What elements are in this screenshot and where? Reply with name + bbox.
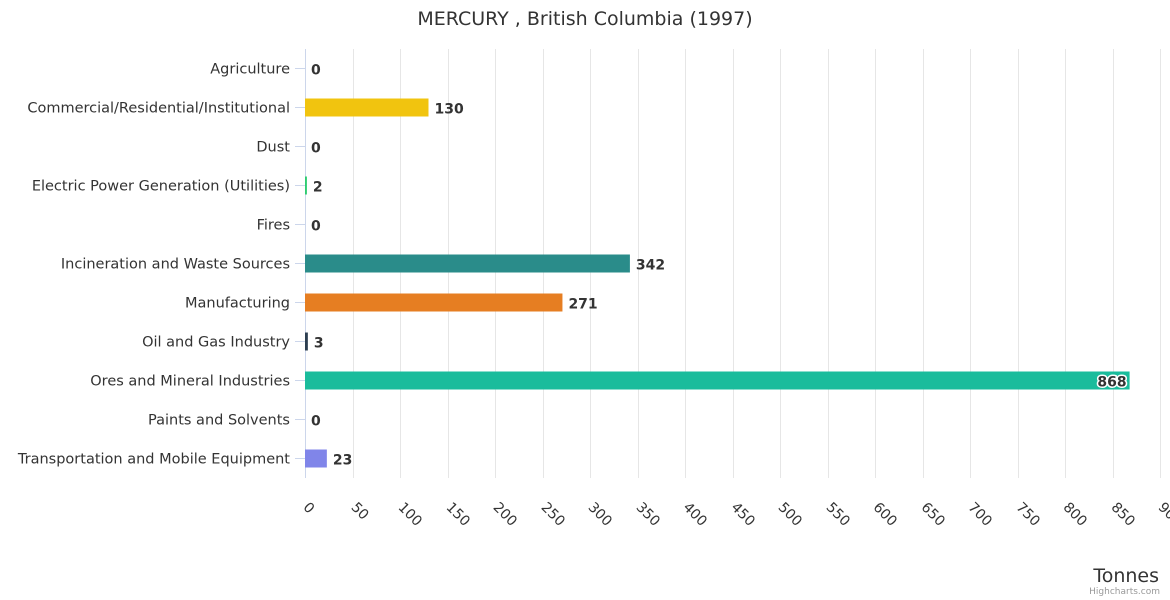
x-tick-label: 800: [1060, 500, 1090, 530]
data-label: 342: [636, 258, 665, 274]
bar: [305, 293, 563, 312]
x-tick-label: 600: [870, 500, 900, 530]
category-label: Ores and Mineral Industries: [90, 374, 290, 390]
category-label: Paints and Solvents: [148, 413, 290, 429]
category-label: Agriculture: [210, 62, 290, 78]
bar-series: [305, 98, 1130, 468]
x-tick-label: 650: [918, 500, 948, 530]
data-label: 23: [333, 453, 352, 469]
x-tick-label: 200: [490, 500, 520, 530]
chart-title: MERCURY , British Columbia (1997): [417, 8, 752, 30]
x-tick-label: 100: [395, 500, 425, 530]
bar: [305, 254, 630, 273]
category-label: Electric Power Generation (Utilities): [32, 179, 290, 195]
bar: [305, 98, 429, 117]
credits-link[interactable]: Highcharts.com: [1089, 587, 1160, 597]
x-tick-label: 0: [300, 500, 318, 518]
category-label: Fires: [257, 218, 290, 234]
x-tick-label: 750: [1013, 500, 1043, 530]
x-tick-label: 850: [1108, 500, 1138, 530]
x-tick-label: 50: [348, 500, 372, 524]
x-tick-label: 250: [538, 500, 568, 530]
data-label: 0: [311, 414, 321, 430]
data-label: 3: [314, 336, 324, 352]
x-tick-label: 150: [443, 500, 473, 530]
x-tick-label: 300: [585, 500, 615, 530]
category-label: Manufacturing: [185, 296, 290, 312]
x-tick-label: 700: [965, 500, 995, 530]
data-label: 130: [435, 102, 464, 118]
x-tick-label: 400: [680, 500, 710, 530]
category-label: Transportation and Mobile Equipment: [17, 452, 290, 468]
data-label: 0: [311, 219, 321, 235]
bar: [305, 176, 307, 195]
data-label: 0: [311, 141, 321, 157]
bar: [305, 332, 308, 351]
bar: [305, 371, 1130, 390]
data-label: 271: [568, 297, 597, 313]
data-label: 0: [311, 63, 321, 79]
category-label: Incineration and Waste Sources: [61, 257, 290, 273]
data-label: 868: [1097, 375, 1126, 391]
data-label: 2: [313, 180, 323, 196]
x-tick-label: 350: [633, 500, 663, 530]
labels: Agriculture 0 Commercial/Residential/Insti…: [17, 62, 1128, 469]
x-tick-label: 900: [1155, 500, 1170, 530]
x-tick-label: 450: [728, 500, 758, 530]
x-tick-label: 550: [823, 500, 853, 530]
x-tick-label: 500: [775, 500, 805, 530]
category-label: Dust: [256, 140, 290, 156]
axes: 0 50 100 150 200 250 300 350 400 450 500 550 600 650 7…: [295, 49, 1170, 530]
bar: [305, 449, 327, 468]
category-label: Commercial/Residential/Institutional: [27, 101, 290, 117]
category-label: Oil and Gas Industry: [142, 335, 290, 351]
grid-lines: [353, 49, 1161, 478]
value-axis-title: Tonnes: [1092, 565, 1159, 587]
